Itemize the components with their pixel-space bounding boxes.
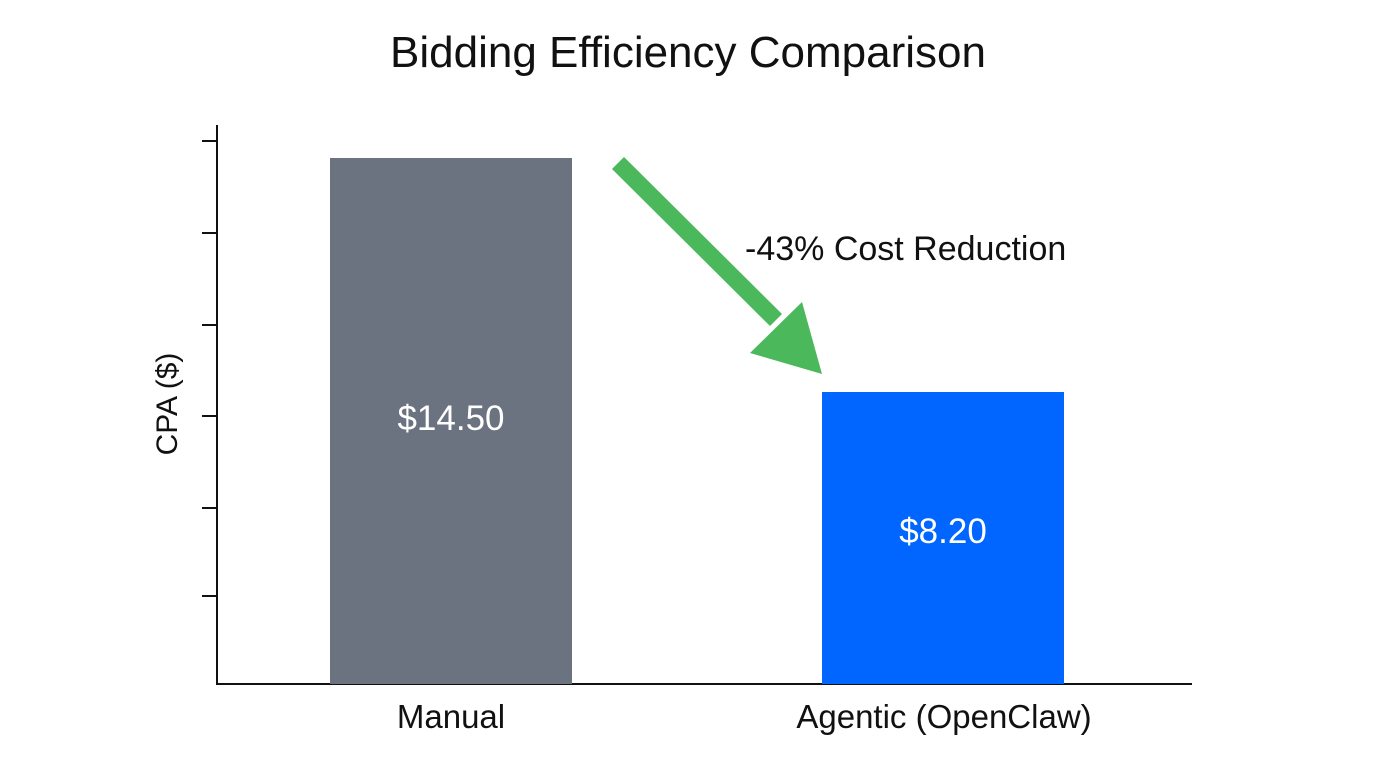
x-tick-label-manual: Manual — [396, 698, 506, 735]
x-tick-label-agentic: Agentic (OpenClaw) — [796, 698, 1092, 735]
y-axis-line — [216, 125, 218, 685]
x-axis-line — [216, 683, 1192, 685]
y-tick — [202, 140, 217, 142]
bar-value-label: $8.20 — [899, 512, 987, 551]
bar-manual: $14.50 — [330, 158, 572, 684]
y-tick — [202, 507, 217, 509]
chart-title: Bidding Efficiency Comparison — [390, 28, 986, 77]
bar-agentic: $8.20 — [822, 392, 1064, 684]
y-tick — [202, 232, 217, 234]
y-tick — [202, 595, 217, 597]
y-tick — [202, 415, 217, 417]
bar-value-label: $14.50 — [397, 398, 505, 438]
cost-reduction-annotation: -43% Cost Reduction — [745, 230, 1067, 268]
y-tick — [202, 324, 217, 326]
